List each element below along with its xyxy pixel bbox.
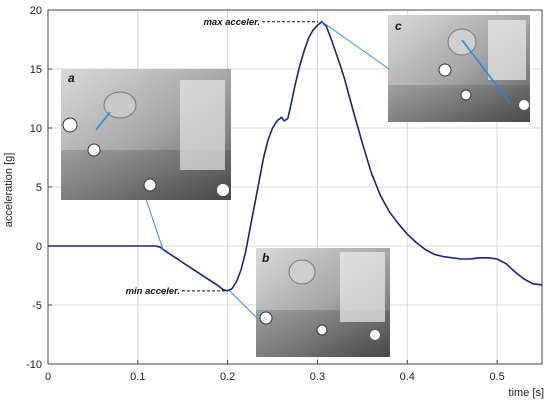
inset-photo-a: a — [61, 69, 231, 200]
y-tick-label: 5 — [36, 182, 42, 194]
y-tick-label: -5 — [32, 300, 42, 312]
connector-inset-c — [321, 21, 390, 70]
inset-label-a: a — [68, 71, 75, 85]
y-axis-title: acceleration [g] — [3, 153, 15, 228]
x-axis-title: time [s] — [509, 387, 544, 399]
inset-label-c: c — [395, 19, 402, 33]
inset-photo-c: c — [388, 15, 530, 122]
y-tick-label: 0 — [36, 241, 42, 253]
x-tick-label: 0.2 — [220, 371, 235, 383]
inset-photo-b: b — [256, 248, 390, 357]
y-ticks: -10 -5 0 5 10 15 20 — [26, 5, 52, 371]
y-tick-label: 15 — [30, 64, 42, 76]
x-tick-label: 0.5 — [489, 371, 504, 383]
x-tick-label: 0.4 — [400, 371, 415, 383]
y-tick-label: 20 — [30, 5, 42, 17]
x-tick-label: 0 — [45, 371, 51, 383]
x-tick-label: 0.3 — [310, 371, 325, 383]
connector-inset-b — [229, 290, 258, 319]
connector-inset-a — [145, 198, 164, 250]
x-tick-label: 0.1 — [130, 371, 145, 383]
inset-label-b: b — [262, 251, 269, 265]
y-tick-label: 10 — [30, 123, 42, 135]
series-line-acceleration — [48, 21, 543, 292]
min-annotation-label: min acceler. — [126, 286, 180, 297]
max-annotation-label: max acceler. — [203, 17, 260, 28]
x-ticks: 0 0.1 0.2 0.3 0.4 0.5 — [45, 360, 505, 383]
y-tick-label: -10 — [26, 359, 42, 371]
